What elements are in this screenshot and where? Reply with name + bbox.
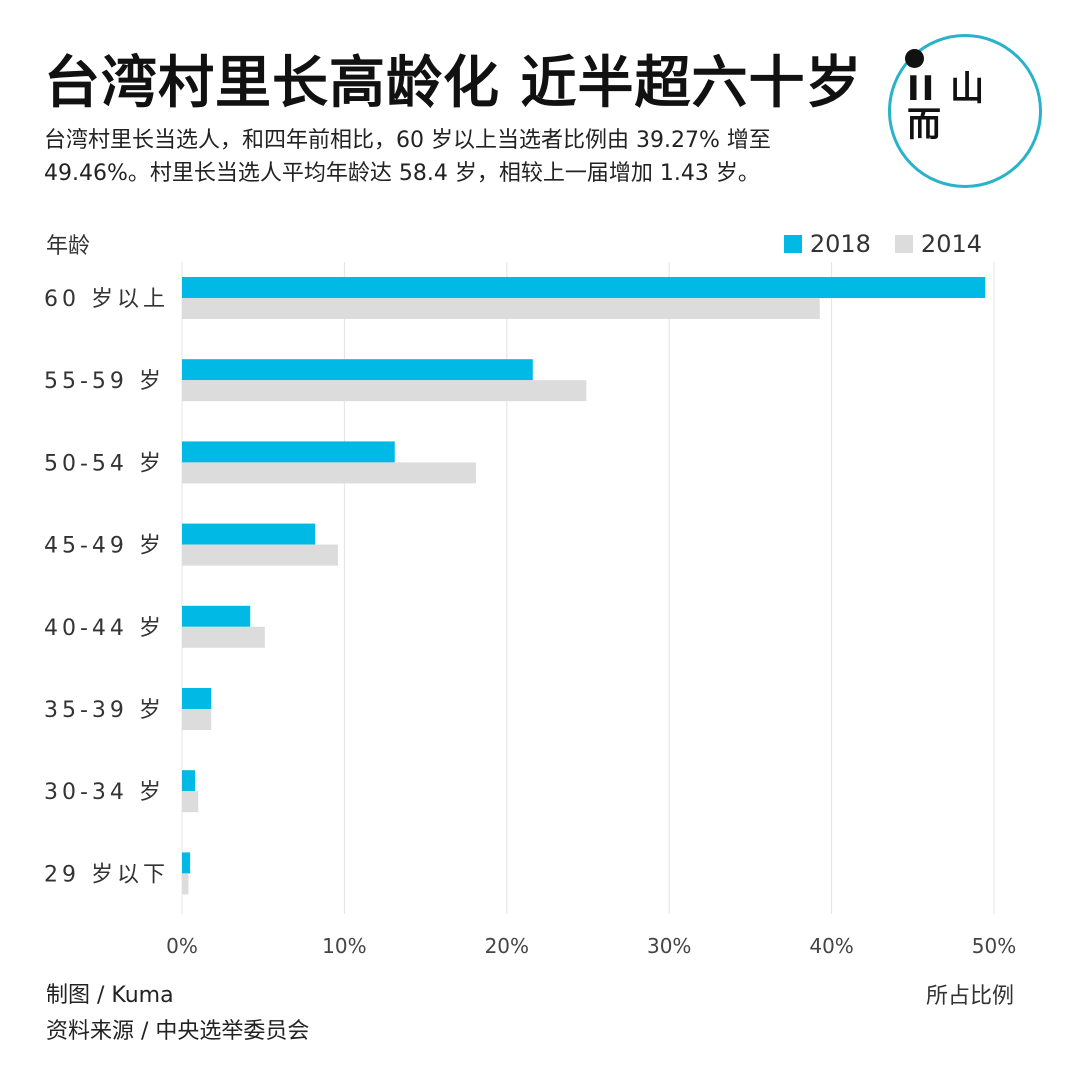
x-tick-label: 20% [485,934,529,958]
logo-text-line1: II 山 [907,69,987,109]
page-subtitle: 台湾村里长当选人，和四年前相比，60 岁以上当选者比例由 39.27% 增至 4… [44,128,771,186]
y-tick-label: 55-59 岁 [44,369,165,394]
bar-2018 [182,852,191,874]
legend-label-2018: 2018 [809,230,871,258]
legend-label-2014: 2014 [920,230,982,258]
logo-text-line2: 而 [907,105,943,145]
x-tick-label: 30% [647,934,691,958]
bar-2018 [182,523,316,545]
x-tick-label: 10% [322,934,366,958]
bar-2018 [182,688,212,709]
x-tick-label: 40% [809,934,853,958]
y-tick-label: 29 岁以下 [44,862,169,887]
credits: 制图 / Kuma 资料来源 / 中央选举委员会 [46,978,309,1050]
y-tick-label: 45-49 岁 [44,534,165,559]
bar-2014 [182,873,189,895]
bar-2018 [182,277,986,298]
bar-2014 [182,544,338,566]
logo-dot [905,49,924,68]
bar-2014 [182,380,587,402]
chart-author: 制图 / Kuma [46,983,174,1008]
bar-2018 [182,770,195,792]
x-tick-label: 0% [166,934,198,958]
bar-2014 [182,791,199,813]
y-tick-label: 35-39 岁 [44,698,165,723]
data-source: 资料来源 / 中央选举委员会 [46,1019,310,1044]
brand-logo-icon: II 山 而 [888,34,1042,188]
legend-item-2018: 2018 [783,230,871,258]
bar-2018 [182,605,251,627]
bar-2014 [182,709,212,730]
y-tick-label: 50-54 岁 [44,451,165,476]
bar-2018 [182,359,533,381]
y-tick-label: 40-44 岁 [44,616,165,641]
chart-legend: 2018 2014 [783,230,982,258]
legend-swatch-2018 [783,235,802,253]
bar-2014 [182,298,820,319]
page-title: 台湾村里长高龄化 近半超六十岁 [44,51,863,116]
bar-2018 [182,441,395,463]
bar-2014 [182,626,265,648]
x-axis-title: 所占比例 [925,984,1014,1009]
y-tick-label: 30-34 岁 [44,780,165,805]
bar-2014 [182,462,476,484]
legend-item-2014: 2014 [894,230,982,258]
legend-swatch-2014 [894,235,913,253]
y-tick-label: 60 岁以上 [44,287,169,312]
y-axis-title: 年龄 [46,234,91,259]
x-tick-label: 50% [972,934,1016,958]
logo-text: II 山 而 [907,71,986,143]
